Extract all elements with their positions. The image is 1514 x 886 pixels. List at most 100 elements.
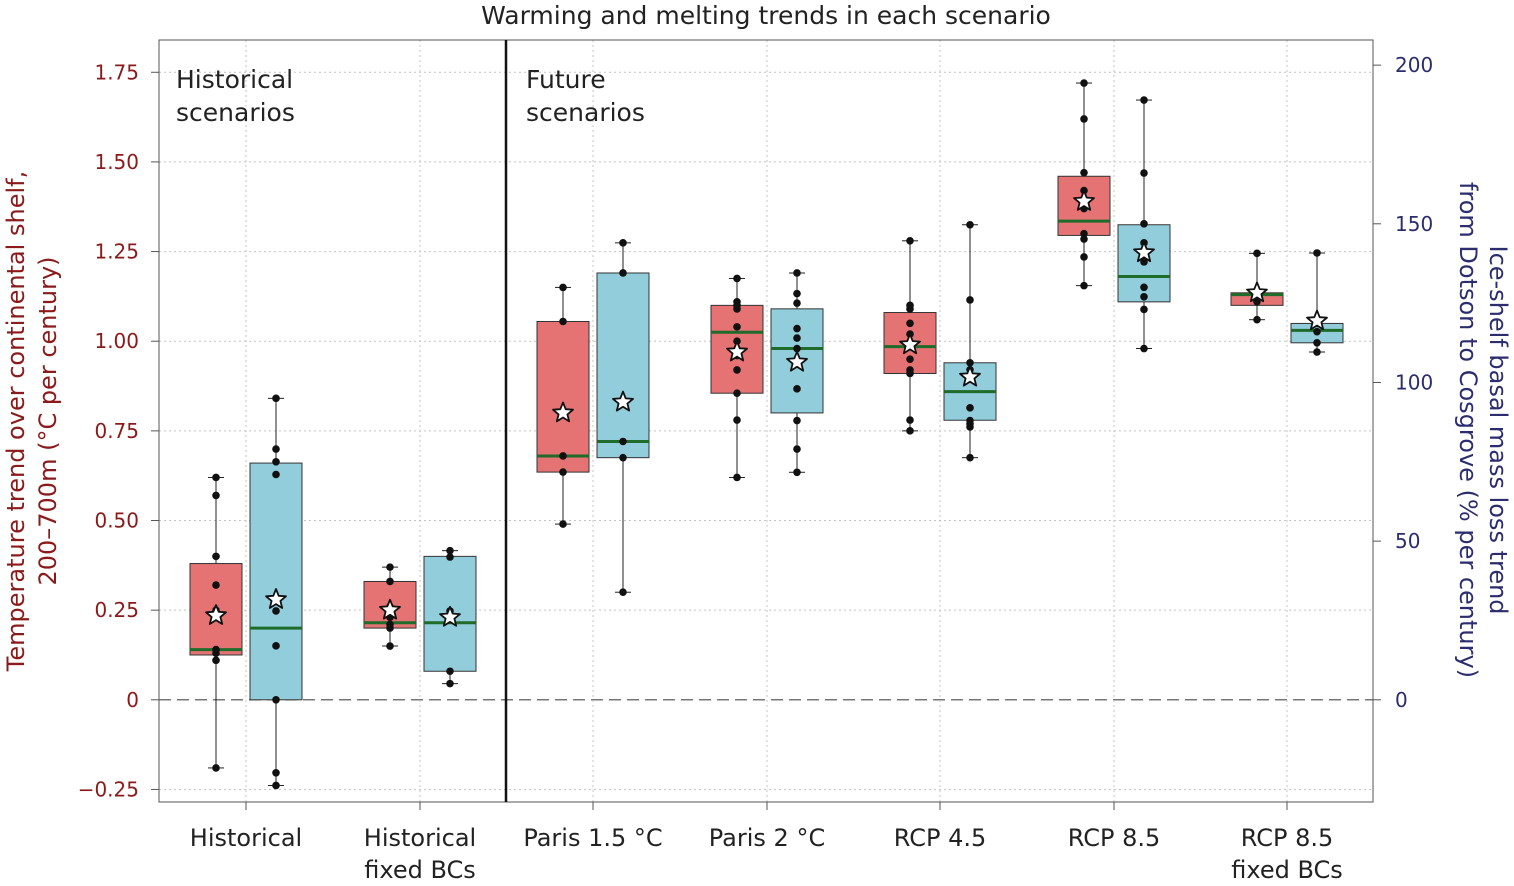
melt-member-point	[793, 334, 801, 342]
temperature-member-point	[1253, 315, 1261, 324]
temperature-member-point	[559, 468, 567, 476]
melt-member-point	[793, 289, 801, 298]
temperature-member-point	[1253, 297, 1261, 306]
right-axis-tick-label: 200	[1395, 53, 1433, 77]
temperature-member-point	[212, 581, 220, 589]
temperature-mean-star	[899, 333, 921, 355]
temperature-member-point	[733, 366, 741, 374]
future-scenarios-label: scenarios	[526, 98, 645, 127]
melt-member-point	[446, 679, 454, 688]
box-layer	[189, 79, 1344, 790]
temperature-member-point	[1080, 229, 1088, 238]
right-axis-tick-label: 150	[1395, 212, 1433, 236]
temperature-member-point	[733, 323, 741, 331]
temperature-member-point	[212, 473, 220, 482]
x-category-label: Paris 2 °C	[709, 824, 825, 852]
temperature-mean-star	[205, 604, 227, 625]
melt-member-point	[793, 344, 801, 353]
right-axis-tick-label: 100	[1395, 370, 1433, 394]
melt-member-point	[966, 358, 974, 367]
temperature-mean-star	[379, 598, 401, 620]
temperature-member-point	[212, 491, 220, 500]
left-axis-tick-label: 0.25	[94, 598, 139, 622]
right-axis-title: from Dotson to Cosgrove (% per century)	[1454, 182, 1482, 678]
melt-member-point	[272, 768, 280, 777]
melt-member-point	[446, 667, 454, 676]
melt-member-point	[619, 588, 627, 597]
grid-layer	[159, 40, 1373, 802]
temperature-member-point	[906, 416, 914, 424]
melt-member-point	[1140, 292, 1148, 301]
temperature-member-point	[559, 283, 567, 292]
temperature-member-point	[1253, 249, 1261, 258]
temperature-box	[536, 320, 590, 473]
melt-member-point	[272, 445, 280, 453]
left-axis-tick-label: −0.25	[78, 777, 139, 801]
melt-member-point	[1140, 258, 1148, 266]
melt-member-point	[272, 642, 280, 650]
temperature-member-point	[1080, 79, 1088, 87]
melt-member-point	[272, 394, 280, 403]
temperature-member-point	[1080, 115, 1088, 123]
melt-member-point	[1140, 344, 1148, 353]
melt-member-point	[1140, 169, 1148, 177]
left-axis-title: Temperature trend over continental shelf…	[2, 171, 30, 672]
temperature-member-point	[386, 563, 394, 571]
melt-member-point	[793, 299, 801, 307]
melt-member-point	[619, 453, 627, 462]
melt-member-point	[272, 607, 280, 615]
plot-area-frame	[158, 39, 1374, 803]
melt-member-point	[619, 239, 627, 247]
x-category-label: RCP 4.5	[894, 824, 987, 852]
melt-member-point	[272, 470, 280, 479]
temperature-mean-star	[726, 340, 748, 362]
melt-mean-star	[1133, 241, 1155, 263]
chart-title: Warming and melting trends in each scena…	[481, 1, 1051, 30]
melt-box	[596, 272, 650, 459]
melt-member-point	[446, 546, 454, 555]
temperature-mean-star	[1073, 189, 1095, 211]
x-category-label: Historical	[364, 824, 476, 852]
right-axis-tick-label: 50	[1395, 529, 1420, 553]
x-category-label: Paris 1.5 °C	[523, 824, 662, 852]
melt-mean-star	[439, 605, 461, 627]
melt-member-point	[446, 553, 454, 561]
melt-mean-star	[265, 588, 287, 609]
temperature-member-point	[559, 520, 567, 528]
melt-member-point	[793, 324, 801, 333]
melt-member-point	[793, 468, 801, 477]
temperature-member-point	[1080, 168, 1088, 177]
x-category-label: RCP 8.5	[1068, 824, 1161, 852]
melt-member-point	[1313, 348, 1321, 356]
temperature-member-point	[733, 473, 741, 482]
temperature-mean-star	[552, 401, 574, 423]
left-axis-tick-label: 1.75	[94, 60, 139, 84]
melt-mean-star	[786, 350, 808, 372]
melt-member-point	[793, 385, 801, 393]
melt-mean-star	[612, 390, 634, 412]
x-category-label: fixed BCs	[364, 856, 476, 884]
left-axis-tick-label: 1.25	[94, 240, 139, 264]
right-axis-title: Ice-shelf basal mass loss trend	[1484, 245, 1512, 614]
melt-member-point	[1140, 283, 1148, 292]
temperature-member-point	[906, 355, 914, 363]
melt-mean-star	[1306, 309, 1328, 331]
temperature-member-point	[906, 305, 914, 313]
temperature-member-point	[733, 305, 741, 313]
temperature-member-point	[733, 297, 741, 306]
melt-member-point	[966, 423, 974, 431]
left-axis-tick-label: 1.00	[94, 329, 139, 353]
temperature-member-point	[906, 237, 914, 245]
temperature-member-point	[906, 427, 914, 435]
temperature-member-point	[212, 649, 220, 657]
temperature-member-point	[906, 319, 914, 328]
melt-member-point	[793, 445, 801, 453]
x-category-label: Historical	[190, 824, 302, 852]
melt-member-point	[1313, 249, 1321, 257]
left-axis-tick-label: 0.50	[94, 509, 139, 533]
temperature-member-point	[733, 389, 741, 398]
melt-member-point	[966, 296, 974, 304]
temperature-member-point	[386, 577, 394, 586]
temperature-mean-star	[1246, 281, 1268, 303]
